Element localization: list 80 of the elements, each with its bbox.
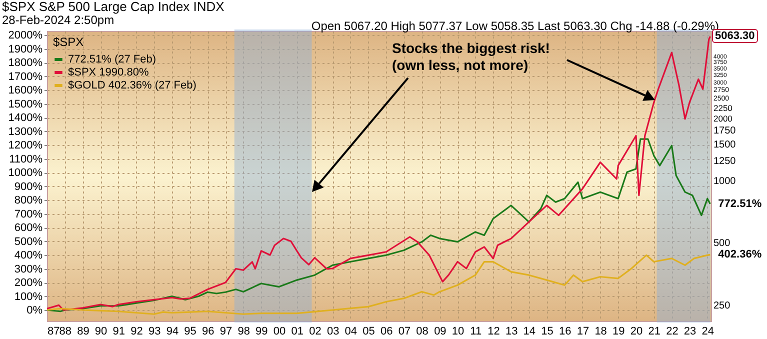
y-tick-label: 1400%: [8, 112, 43, 124]
x-tick-label: 98: [238, 326, 250, 338]
x-tick-label: 99: [256, 326, 268, 338]
annotation: 772.51%: [718, 198, 762, 210]
x-tick-label: 94: [166, 326, 179, 338]
y2-tick-label: 1250: [714, 156, 736, 167]
chart-title: $SPX S&P 500 Large Cap Index INDX: [2, 0, 225, 14]
x-tick-label: 09: [434, 326, 446, 338]
y-tick-label: 1800%: [8, 57, 43, 70]
x-tick-label: 89: [77, 326, 90, 338]
x-tick-label: 14: [523, 326, 536, 338]
x-tick-label: 16: [558, 326, 572, 338]
x-tick-label: 97: [220, 326, 232, 338]
x-tick-label: 03: [326, 326, 340, 338]
y2-tick-label: 250: [714, 300, 731, 312]
x-tick-label: 10: [452, 326, 464, 338]
x-tick-label: 91: [112, 326, 126, 338]
x-tick-label: 90: [94, 326, 108, 338]
y2-tick-label: 2000: [714, 114, 733, 124]
y-tick-label: 100%: [14, 290, 43, 303]
x-tick-label: 00: [273, 326, 286, 338]
y2-tick-label: 500: [714, 238, 731, 250]
text: 5063.30: [712, 29, 758, 43]
y-tick-label: 1500%: [8, 98, 43, 110]
x-tick-label: 05: [362, 326, 375, 338]
chart-subtitle: 28-Feb-2024 2:50pm: [2, 13, 114, 28]
x-tick-label: 06: [380, 326, 393, 338]
y2-tick-label: 1500: [714, 140, 736, 151]
y-tick-label: 400%: [14, 250, 43, 262]
y-tick-label: 1600%: [8, 84, 43, 97]
y-tick-label: 900%: [14, 180, 43, 193]
x-tick-label: 23: [684, 326, 696, 338]
annotation: Stocks the biggest risk! (own less, not more): [392, 40, 550, 74]
x-tick-label: 04: [344, 326, 358, 338]
y-tick-label: 1900%: [8, 43, 43, 56]
y-tick-label: 0%: [26, 304, 43, 317]
y-tick-label: 700%: [14, 208, 43, 220]
y-tick-label: 1100%: [9, 153, 43, 166]
x-tick-label: 24: [702, 326, 714, 338]
x-tick-label: 92: [130, 326, 143, 338]
x-tick-label: 93: [148, 326, 161, 338]
legend-title: $SPX: [53, 35, 84, 49]
legend-label: $GOLD 402.36% (27 Feb): [68, 80, 196, 92]
y-tick-label: 1000%: [8, 167, 43, 180]
annotation: 402.36%: [718, 248, 762, 261]
x-tick-label: 96: [202, 326, 214, 338]
line-series: [46, 36, 712, 311]
y-tick-label: 300%: [14, 263, 43, 276]
y-tick-label: 200%: [14, 277, 43, 290]
x-tick-label: 20: [630, 326, 643, 338]
x-tick-label: 11: [470, 326, 482, 338]
x-tick-label: 12: [488, 326, 500, 338]
y2-tick-label: 2250: [714, 103, 733, 114]
x-tick-label: 02: [309, 326, 322, 338]
x-tick-label: 95: [184, 326, 196, 338]
y2-tick-label: 1000: [714, 176, 736, 187]
line-series: [46, 254, 711, 315]
x-tick-label: 07: [398, 326, 411, 338]
x-tick-label: 88: [59, 326, 72, 338]
x-tick-label: 08: [416, 326, 428, 338]
y-tick-label: 1700%: [8, 70, 43, 83]
legend-label: 772.51% (27 Feb): [68, 54, 156, 66]
y-tick-label: 1200%: [8, 140, 43, 152]
y-tick-label: 800%: [14, 194, 43, 207]
x-tick-label: 17: [576, 326, 590, 338]
x-tick-label: 21: [648, 326, 660, 338]
x-tick-label: 19: [612, 326, 625, 338]
x-tick-label: 22: [666, 326, 678, 338]
x-tick-label: 18: [594, 326, 607, 338]
line-series: [46, 138, 711, 312]
y2-tick-label: 1750: [714, 126, 736, 137]
y-tick-label: 1300%: [8, 126, 43, 138]
x-tick-label: 87: [48, 326, 60, 338]
x-tick-label: 15: [541, 326, 554, 338]
x-tick-label: 01: [291, 326, 304, 338]
x-tick-label: 13: [505, 326, 518, 338]
y-tick-label: 2000%: [8, 30, 43, 42]
legend-label: $SPX 1990.80%: [68, 66, 149, 78]
y-tick-label: 600%: [14, 222, 43, 234]
y-tick-label: 500%: [14, 236, 43, 248]
